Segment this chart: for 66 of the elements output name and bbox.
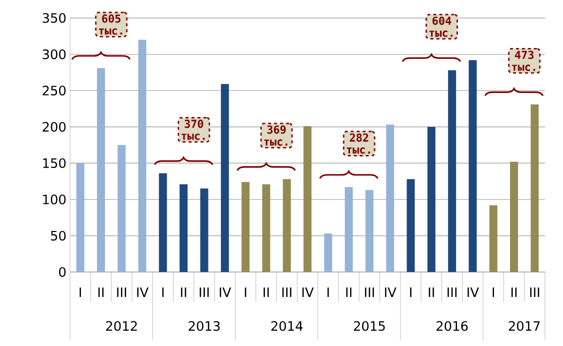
bar [282, 179, 291, 272]
bar [427, 126, 436, 272]
x-tick-label: II [181, 288, 186, 297]
x-tick-label: III [448, 288, 457, 297]
bar [158, 173, 167, 272]
x-tick-label: I [410, 288, 412, 297]
annotation: 605 тыс. [98, 14, 122, 35]
x-tick-label: III [282, 288, 292, 297]
x-tick-label: III [364, 288, 374, 297]
annotation: 369 тыс. [264, 125, 288, 146]
x-tick-label: IV [468, 288, 479, 297]
y-tick-label: 300 [42, 49, 66, 60]
bar [386, 124, 394, 272]
x-tick-label: IV [385, 288, 396, 297]
x-tick-label: III [200, 288, 209, 297]
text: 2015 [354, 321, 385, 331]
bar [200, 188, 208, 272]
y-tick-label: 50 [51, 230, 66, 241]
x-tick-label: IV [137, 288, 149, 297]
y-tick-label: 250 [42, 86, 66, 96]
bar [138, 40, 146, 272]
bar [242, 182, 250, 272]
text: 2013 [188, 321, 220, 331]
y-tick-label: 150 [43, 158, 66, 168]
x-tick-label: IV [220, 288, 232, 297]
bar [489, 205, 498, 272]
annotation: 604 тыс. [429, 16, 453, 37]
x-tick-label: IV [302, 288, 314, 297]
x-tick-label: I [328, 288, 329, 297]
x-tick-label: II [511, 288, 517, 297]
x-tick-label: I [492, 288, 494, 297]
x-tick-label: II [98, 288, 104, 297]
y-tick-label: 0 [59, 267, 66, 277]
bar [96, 68, 105, 272]
bar [406, 179, 415, 272]
text: 2016 [436, 321, 468, 331]
x-tick-label: I [244, 288, 246, 297]
x-tick-label: I [162, 288, 164, 297]
y-tick-label: 100 [43, 194, 66, 204]
bar [76, 163, 84, 272]
bar [220, 84, 229, 272]
annotation: 473 тыс. [512, 50, 536, 71]
bar [304, 126, 312, 272]
bar [530, 104, 539, 272]
x-tick-label: II [346, 288, 352, 297]
annotation: 282 тыс. [346, 133, 370, 154]
bar [448, 70, 456, 272]
x-tick-label: III [530, 288, 540, 297]
text: 2012 [106, 321, 137, 331]
bar [365, 190, 374, 272]
y-tick-label: 200 [42, 122, 66, 132]
bar [324, 234, 332, 272]
x-tick-label: III [117, 288, 126, 297]
y-tick-label: 350 [42, 13, 66, 23]
x-tick-label: I [80, 288, 81, 297]
bar [344, 187, 353, 272]
x-tick-label: II [428, 288, 434, 297]
text: 2017 [508, 321, 540, 331]
bar [262, 184, 270, 272]
bar [118, 145, 126, 272]
bar [468, 60, 477, 272]
text: 2014 [271, 321, 303, 331]
annotation: 370 тыс. [182, 120, 205, 140]
bar [180, 184, 188, 272]
bar [510, 162, 518, 272]
x-tick-label: II [264, 288, 269, 297]
